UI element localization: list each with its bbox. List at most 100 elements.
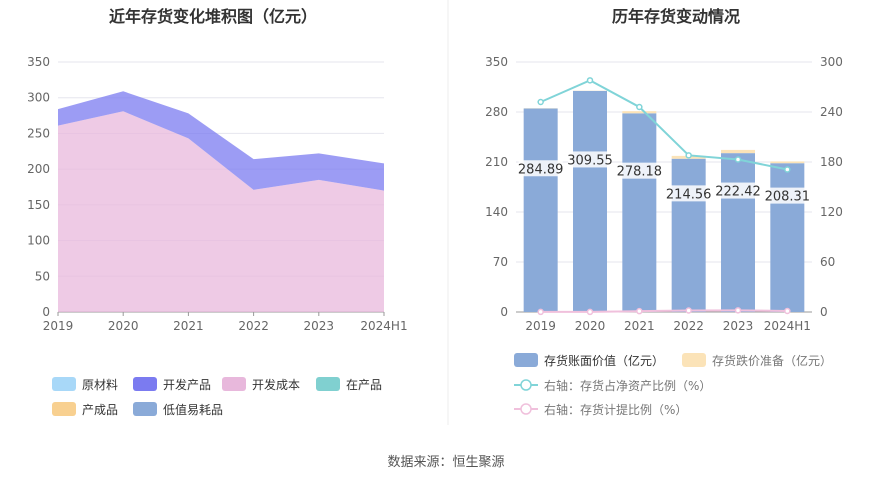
left-y-tick-200: 200 [27,162,50,176]
left-x-tick-2021: 2021 [173,319,204,333]
right-bar-label-2020: 309.55 [567,153,613,168]
right-chart-x-ticks: 2019 2020 2021 2022 2023 2024H1 [525,319,811,333]
right-chart-lines [537,77,791,316]
right-bar-provision-2021 [622,111,657,114]
right-y-tick-70: 70 [493,255,508,269]
right-chart-bars [523,90,805,313]
right-x-tick-2022: 2022 [673,319,704,333]
left-legend-label: 产成品 [82,403,118,417]
left-legend-swatch [133,402,157,416]
left-chart-y-ticks: 0 50 100 150 200 250 300 350 [27,55,50,319]
right-bar-2020 [573,90,607,313]
right-bar-label-2024H1: 208.31 [765,190,811,205]
right-point-net-asset-ratio-2020 [586,77,594,84]
right-bar-label-2023: 222.42 [715,185,761,200]
right-y-tick-210: 210 [485,155,508,169]
right-point-net-asset-ratio-2023 [734,156,742,163]
right-y2-tick-60: 60 [820,255,835,269]
left-legend-swatch [222,377,246,391]
left-chart-areas [58,91,384,313]
left-y-tick-150: 150 [27,198,50,212]
right-line-net-asset-ratio [540,79,788,171]
left-legend-label: 低值易耗品 [163,402,223,417]
right-bar-provision-2023 [721,149,755,154]
right-x-tick-2024H1: 2024H1 [764,319,811,333]
right-bar-label-bg-2024H1 [765,187,810,204]
left-area-开发成本 [58,111,384,313]
left-legend-label: 开发产品 [163,377,211,392]
right-bar-2024H1 [770,163,805,312]
right-bar-label-2021: 278.18 [617,165,663,180]
right-bar-2019 [523,108,558,312]
right-legend-item: 存货账面价值（亿元） [514,353,664,368]
right-point-net-asset-ratio-2021 [636,103,643,111]
left-y-tick-250: 250 [27,126,50,140]
right-y2-tick-180: 180 [820,155,843,169]
left-chart-x-ticks: 2019 2020 2021 2022 2023 2024H1 [43,312,408,333]
left-legend-item: 低值易耗品 [133,402,223,417]
left-legend-item: 产成品 [52,402,118,417]
left-legend-swatch [52,402,76,416]
right-bar-2023 [721,153,755,312]
left-y-tick-350: 350 [27,55,50,69]
right-bar-label-bg-2023 [716,182,760,199]
left-x-tick-2022: 2022 [238,319,269,333]
right-point-provision-ratio-2020 [586,308,594,316]
right-legend-item: 右轴：存货计提比例（%） [514,402,687,417]
right-legend-item: 存货跌价准备（亿元） [682,353,832,368]
left-x-tick-2024H1: 2024H1 [360,319,407,333]
right-point-net-asset-ratio-2019 [537,98,544,106]
left-x-tick-2023: 2023 [304,319,335,333]
right-y-tick-140: 140 [485,205,508,219]
right-bar-label-bg-2020 [568,151,612,168]
right-legend-label: 右轴：存货计提比例（%） [544,402,687,417]
right-legend-swatch [682,353,706,367]
right-point-provision-ratio-2021 [636,307,643,315]
right-bar-provision-2024H1 [770,161,805,164]
left-area-开发产品 [58,91,384,191]
right-y2-tick-0: 0 [820,305,828,319]
left-legend-item: 原材料 [52,377,118,392]
right-legend-marker [520,403,532,415]
left-legend-label: 在产品 [346,378,382,392]
right-x-tick-2020: 2020 [575,319,606,333]
right-legend-label: 右轴：存货占净资产比例（%） [544,378,711,393]
right-legend-label: 存货账面价值（亿元） [544,353,664,368]
right-bar-label-2019: 284.89 [518,162,564,177]
right-y2-tick-300: 300 [820,55,843,69]
left-y-tick-100: 100 [27,234,50,248]
right-x-tick-2019: 2019 [525,319,556,333]
right-bar-label-2022: 214.56 [666,187,712,202]
right-point-net-asset-ratio-2024H1 [784,166,791,173]
right-chart-y-ticks: 0 70 140 210 280 350 [485,55,508,319]
right-point-provision-ratio-2019 [537,308,544,316]
left-legend-item: 在产品 [316,377,382,392]
right-chart-title: 历年存货变动情况 [612,7,740,26]
left-x-tick-2019: 2019 [43,319,74,333]
right-bar-label-bg-2019 [518,160,563,177]
left-legend-label: 开发成本 [252,377,300,392]
left-legend-swatch [133,377,157,391]
right-bar-2021 [622,113,657,312]
right-chart-y2-ticks: 0 60 120 180 240 300 [820,55,843,319]
left-legend-item: 开发产品 [133,377,211,392]
right-line-provision-ratio [540,309,788,313]
right-legend-item: 右轴：存货占净资产比例（%） [514,378,711,393]
left-y-tick-50: 50 [35,269,50,283]
right-y-tick-0: 0 [500,305,508,319]
right-point-provision-ratio-2023 [734,307,742,314]
right-y2-tick-240: 240 [820,105,843,119]
right-point-provision-ratio-2022 [685,307,692,314]
right-bar-2022 [671,158,706,312]
left-x-tick-2020: 2020 [108,319,139,333]
right-bar-label-bg-2021 [617,162,662,179]
left-legend-label: 原材料 [82,378,118,392]
left-legend-swatch [52,377,76,391]
right-legend-marker [520,379,532,391]
data-source: 数据来源：恒生聚源 [387,455,504,470]
right-legend-label: 存货跌价准备（亿元） [712,353,832,368]
